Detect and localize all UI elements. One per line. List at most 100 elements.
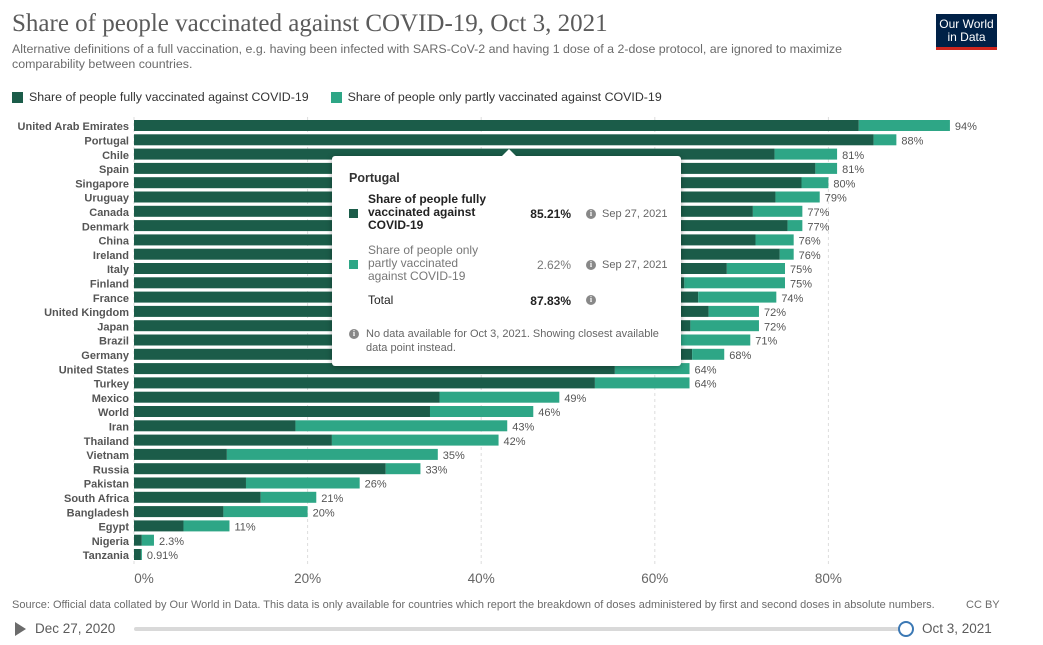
chart-title: Share of people vaccinated against COVID… bbox=[12, 10, 608, 37]
legend-item-partly[interactable]: Share of people only partly vaccinated a… bbox=[330, 90, 662, 104]
tooltip-row-total: Total 87.83% i bbox=[349, 294, 669, 310]
timeline-handle[interactable] bbox=[898, 621, 914, 637]
total-label: 79% bbox=[825, 193, 847, 205]
category-label: World bbox=[98, 407, 129, 419]
category-label: Thailand bbox=[84, 436, 129, 448]
bar-fully bbox=[134, 463, 386, 475]
bar-partly bbox=[140, 549, 142, 560]
bar-partly bbox=[692, 348, 725, 360]
category-label: Finland bbox=[90, 278, 129, 290]
total-label: 94% bbox=[955, 121, 977, 133]
bar-partly bbox=[439, 391, 560, 403]
bar-partly bbox=[223, 506, 308, 518]
tooltip-swatch-partly bbox=[349, 260, 358, 269]
x-tick-label: 40% bbox=[468, 571, 495, 586]
bar-fully bbox=[134, 434, 332, 446]
bar-partly bbox=[779, 248, 794, 260]
category-label: Canada bbox=[89, 207, 130, 219]
category-label: Mexico bbox=[92, 393, 130, 405]
tooltip-label-total: Total bbox=[368, 293, 394, 307]
tooltip-value-partly: 2.62% bbox=[536, 258, 571, 272]
bar-fully bbox=[134, 477, 246, 489]
tooltip-total-info: i bbox=[586, 294, 602, 306]
bar-fully bbox=[134, 448, 227, 460]
license-link[interactable]: CC BY bbox=[966, 599, 1000, 611]
category-label: Ireland bbox=[93, 250, 129, 262]
bar-fully bbox=[134, 334, 517, 346]
category-label: Uruguay bbox=[84, 193, 130, 205]
timeline-end-date: Oct 3, 2021 bbox=[922, 621, 992, 636]
legend: Share of people fully vaccinated against… bbox=[12, 90, 684, 104]
timeline-track[interactable] bbox=[134, 627, 905, 631]
category-label: Vietnam bbox=[86, 450, 129, 462]
total-label: 77% bbox=[807, 207, 829, 219]
category-label: Bangladesh bbox=[67, 507, 130, 519]
legend-item-fully[interactable]: Share of people fully vaccinated against… bbox=[12, 90, 309, 104]
total-label: 33% bbox=[425, 464, 447, 476]
bar-fully bbox=[134, 377, 595, 389]
bar-fully bbox=[134, 506, 224, 518]
tooltip-country: Portugal bbox=[349, 171, 400, 185]
bar-fully bbox=[134, 534, 142, 546]
total-label: 21% bbox=[321, 493, 343, 505]
bar-partly bbox=[295, 420, 508, 432]
category-label: United States bbox=[59, 364, 129, 376]
total-label: 80% bbox=[833, 178, 855, 190]
chart-subtitle: Alternative definitions of a full vaccin… bbox=[12, 42, 842, 71]
bar-partly bbox=[873, 134, 897, 146]
category-label: Italy bbox=[107, 264, 130, 276]
source-note: Source: Official data collated by Our Wo… bbox=[12, 599, 935, 611]
total-label: 49% bbox=[564, 393, 586, 405]
bar-partly bbox=[594, 377, 690, 389]
total-label: 20% bbox=[313, 507, 335, 519]
total-label: 35% bbox=[443, 450, 465, 462]
bar-partly bbox=[708, 305, 759, 317]
total-label: 74% bbox=[781, 293, 803, 305]
bar-partly bbox=[260, 491, 317, 503]
tooltip-label-fully: Share of people fully vaccinated against… bbox=[368, 192, 487, 232]
bar-partly bbox=[726, 263, 785, 274]
timeline-start-date: Dec 27, 2020 bbox=[35, 621, 116, 636]
category-label: Russia bbox=[93, 464, 130, 476]
tooltip: Portugal Share of people fully vaccinate… bbox=[332, 149, 681, 366]
legend-label-fully: Share of people fully vaccinated against… bbox=[29, 90, 309, 104]
total-label: 64% bbox=[695, 379, 717, 391]
bar-fully bbox=[134, 549, 141, 560]
bar-partly bbox=[787, 220, 803, 232]
bar-partly bbox=[245, 477, 360, 489]
total-label: 2.3% bbox=[159, 536, 184, 548]
total-label: 42% bbox=[504, 436, 526, 448]
tooltip-value-fully: 85.21% bbox=[530, 207, 571, 221]
total-label: 76% bbox=[799, 236, 821, 248]
tooltip-swatch-fully bbox=[349, 209, 358, 218]
tooltip-row-partly: Share of people only partly vaccinated a… bbox=[349, 244, 669, 284]
bar-partly bbox=[858, 120, 950, 131]
bar-partly bbox=[141, 534, 154, 546]
x-tick-label: 80% bbox=[815, 571, 842, 586]
tooltip-value-total: 87.83% bbox=[530, 294, 571, 308]
tooltip-row-fully: Share of people fully vaccinated against… bbox=[349, 193, 669, 233]
bar-partly bbox=[752, 205, 803, 217]
tooltip-date-partly-text: Sep 27, 2021 bbox=[602, 259, 668, 271]
bar-partly bbox=[226, 448, 438, 460]
category-label: United Arab Emirates bbox=[18, 121, 129, 133]
total-label: 71% bbox=[755, 336, 777, 348]
total-label: 11% bbox=[234, 522, 255, 534]
owid-logo[interactable]: Our World in Data bbox=[936, 14, 997, 50]
bar-partly bbox=[774, 148, 838, 160]
total-label: 72% bbox=[764, 321, 786, 333]
total-label: 75% bbox=[790, 278, 812, 290]
category-label: Nigeria bbox=[92, 536, 130, 548]
category-label: China bbox=[98, 236, 129, 248]
total-label: 43% bbox=[512, 421, 534, 433]
bar-partly bbox=[775, 191, 820, 203]
category-label: Tanzania bbox=[83, 550, 130, 562]
category-label: Japan bbox=[97, 321, 129, 333]
total-label: 72% bbox=[764, 307, 786, 319]
category-label: United Kingdom bbox=[44, 307, 129, 319]
total-label: 81% bbox=[842, 150, 864, 162]
total-label: 75% bbox=[790, 264, 812, 276]
category-label: Portugal bbox=[84, 135, 129, 147]
play-icon[interactable] bbox=[15, 622, 26, 636]
total-label: 68% bbox=[729, 350, 751, 362]
